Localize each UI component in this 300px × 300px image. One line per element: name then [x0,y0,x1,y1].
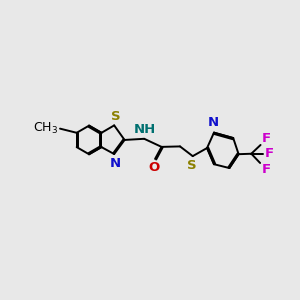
Text: CH$_3$: CH$_3$ [33,121,58,136]
Text: O: O [148,161,160,174]
Text: F: F [264,147,273,160]
Text: F: F [262,132,271,145]
Text: NH: NH [134,123,156,136]
Text: F: F [262,163,271,176]
Text: N: N [110,157,121,170]
Text: N: N [207,116,218,129]
Text: S: S [187,159,196,172]
Text: S: S [110,110,120,123]
